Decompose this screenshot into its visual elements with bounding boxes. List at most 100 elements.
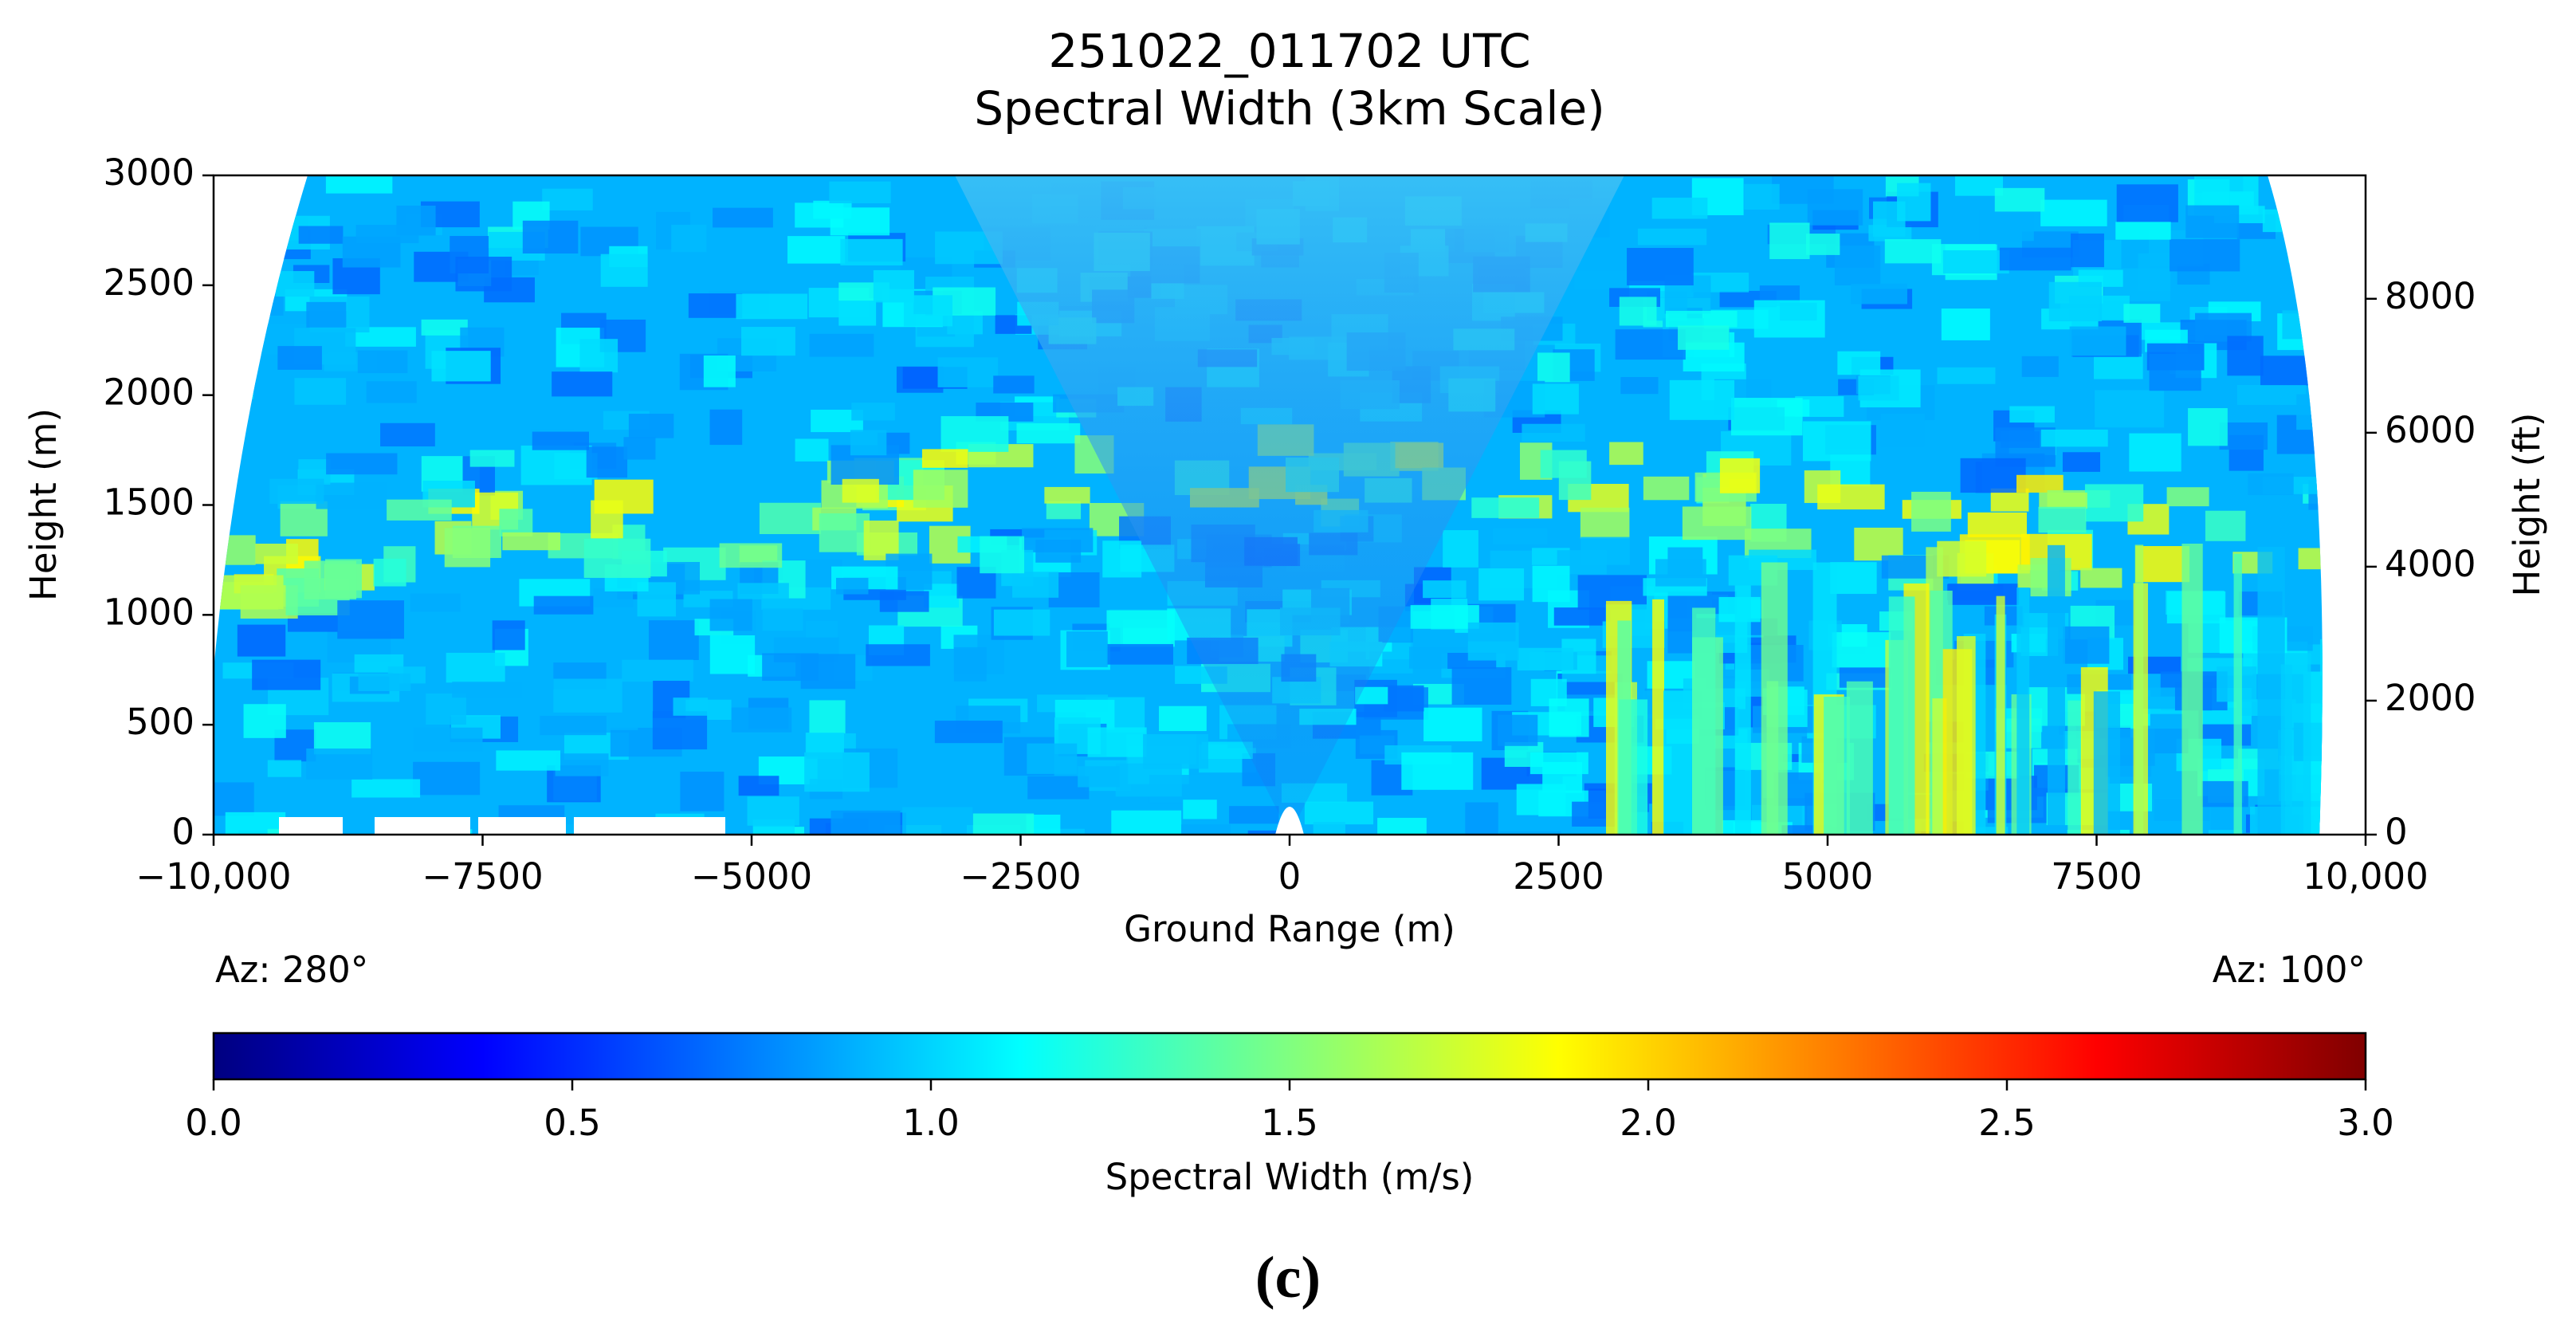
field-cell bbox=[1201, 741, 1253, 760]
field-cell bbox=[351, 779, 421, 798]
field-cell bbox=[444, 528, 491, 568]
field-stripe bbox=[2047, 544, 2065, 835]
field-cell bbox=[2080, 568, 2122, 588]
field-cell bbox=[1665, 310, 1738, 328]
field-cell bbox=[1493, 528, 1548, 544]
colorbar bbox=[212, 1032, 2367, 1081]
field-cell bbox=[522, 220, 579, 253]
y2-tick-label: 8000 bbox=[2385, 275, 2476, 317]
field-cell bbox=[1451, 667, 1512, 705]
field-cell bbox=[953, 646, 987, 682]
field-cell bbox=[1304, 801, 1374, 825]
field-cell bbox=[709, 635, 756, 674]
field-cell bbox=[1247, 830, 1297, 835]
field-cell bbox=[737, 583, 789, 599]
y-tick-label: 3000 bbox=[103, 151, 194, 194]
field-cell bbox=[842, 478, 879, 503]
field-cell bbox=[2296, 394, 2323, 430]
field-stripe bbox=[2134, 544, 2144, 835]
field-cell bbox=[2071, 233, 2104, 268]
field-cell bbox=[2340, 464, 2410, 503]
field-cell bbox=[628, 414, 674, 438]
field-cell bbox=[1580, 507, 1630, 539]
colorbar-label: Spectral Width (m/s) bbox=[1105, 1156, 1475, 1198]
field-cell bbox=[1651, 197, 1708, 219]
y-tick-label: 1000 bbox=[103, 591, 194, 633]
annotation: Az: 280° bbox=[215, 949, 368, 991]
field-cell bbox=[2327, 791, 2377, 807]
x-tick-label: −2500 bbox=[960, 855, 1081, 898]
field-cell bbox=[413, 761, 481, 796]
field-cell bbox=[1423, 580, 1467, 599]
field-cell bbox=[1803, 421, 1871, 462]
field-cell bbox=[355, 225, 419, 244]
field-cell bbox=[1540, 450, 1587, 478]
field-cell bbox=[980, 536, 1025, 574]
field-cell bbox=[1669, 379, 1735, 420]
colorbar-tick-label: 0.5 bbox=[544, 1102, 601, 1144]
field-cell bbox=[866, 644, 930, 666]
field-cell bbox=[306, 749, 373, 780]
y-tick-label: 1500 bbox=[103, 481, 194, 524]
field-cell bbox=[2330, 489, 2382, 525]
y2-axis-label: Height (ft) bbox=[2506, 413, 2548, 597]
colorbar-tick-label: 1.5 bbox=[1261, 1102, 1318, 1144]
field-cell bbox=[1619, 297, 1657, 326]
field-cell bbox=[1911, 491, 1951, 532]
field-stripe bbox=[1996, 595, 2005, 835]
field-cell bbox=[267, 760, 302, 777]
field-stripe bbox=[1734, 585, 1751, 835]
field-cell bbox=[2260, 356, 2323, 386]
field-cell bbox=[1897, 183, 1931, 222]
field-cell bbox=[805, 620, 838, 640]
field-cell bbox=[671, 224, 707, 253]
field-cell bbox=[446, 652, 505, 683]
field-stripe bbox=[2016, 587, 2030, 835]
field-stripe bbox=[1888, 596, 1915, 835]
field-cell bbox=[2284, 192, 2323, 230]
field-cell bbox=[2149, 729, 2189, 754]
field-cell bbox=[1937, 367, 1996, 384]
radar-field bbox=[214, 175, 2426, 835]
field-cell bbox=[809, 700, 846, 734]
field-cell bbox=[2359, 627, 2426, 646]
x-tick-label: 2500 bbox=[1513, 855, 1604, 898]
field-cell bbox=[934, 721, 1003, 744]
field-cell bbox=[542, 188, 593, 211]
field-cell bbox=[1087, 727, 1147, 757]
field-cell bbox=[591, 500, 623, 539]
field-cell bbox=[357, 350, 408, 374]
field-cell bbox=[2166, 487, 2209, 507]
field-cell bbox=[2063, 626, 2110, 664]
field-cell bbox=[540, 715, 607, 736]
field-cell bbox=[1313, 822, 1345, 835]
field-cell bbox=[499, 509, 533, 536]
field-cell bbox=[2016, 474, 2064, 493]
field-stripe bbox=[1846, 681, 1873, 835]
field-cell bbox=[2262, 209, 2298, 233]
field-cell bbox=[1781, 825, 1833, 835]
field-cell bbox=[2185, 205, 2240, 238]
field-cell bbox=[306, 301, 347, 328]
field-cell bbox=[1994, 187, 2045, 212]
y-tick-label: 2000 bbox=[103, 371, 194, 414]
field-cell bbox=[243, 704, 286, 738]
field-cell bbox=[1046, 501, 1082, 520]
field-cell bbox=[2135, 546, 2190, 583]
field-cell bbox=[1942, 250, 2009, 274]
field-cell bbox=[2301, 234, 2323, 267]
field-cell bbox=[2021, 356, 2059, 377]
field-cell bbox=[731, 707, 792, 733]
field-cell bbox=[255, 544, 298, 564]
field-cell bbox=[902, 807, 973, 835]
field-cell bbox=[2095, 390, 2165, 428]
field-cell bbox=[1181, 824, 1231, 835]
field-cell bbox=[1410, 605, 1479, 629]
field-cell bbox=[851, 403, 895, 421]
field-cell bbox=[1719, 458, 1761, 493]
field-cell bbox=[413, 727, 483, 752]
field-cell bbox=[1947, 584, 2004, 601]
field-cell bbox=[426, 693, 466, 725]
field-cell bbox=[502, 532, 560, 551]
field-cell bbox=[237, 624, 286, 657]
